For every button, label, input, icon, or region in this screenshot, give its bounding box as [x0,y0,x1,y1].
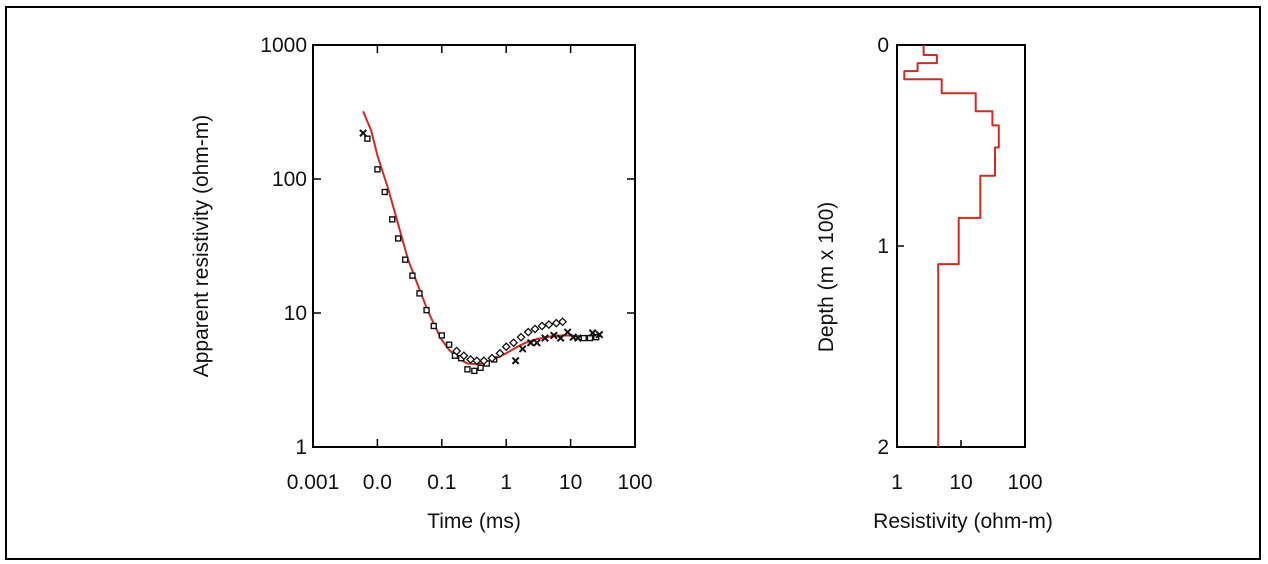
chart2-plot-area [896,44,1026,448]
chart2-y-tick-labels: 0 1 2 [877,34,889,459]
chart1-square-point [580,334,587,342]
chart1-square-point [389,216,396,223]
chart2-x-tick-label: 1 [891,471,903,494]
chart1-x-tick-label: 0.001 [287,471,340,494]
chart1-x-point [574,334,582,342]
chart1-diamond-point [459,351,469,361]
chart1-x-point [563,328,572,337]
chart2-layer-step-line [903,45,1000,447]
chart1-square-point [416,290,423,297]
chart1-square-point [409,272,416,279]
chart1-x-tick-label: 10 [559,471,582,494]
chart1-data-points [359,129,604,375]
chart1-diamond-point [495,348,505,358]
chart1-square-point [394,235,402,242]
chart1-square-point [374,166,381,173]
chart1-diamond-point [558,317,568,327]
chart1-x-axis-title: Time (ms) [427,510,521,533]
chart1-x-point [556,334,565,342]
chart1-diamond-point [537,321,547,331]
chart1-x-point [541,334,549,342]
chart1-diamond-point [530,324,540,334]
chart2-x-tick-label: 100 [1007,471,1042,494]
chart1-square-point [445,341,453,348]
chart2-y-tick-label: 2 [877,436,889,459]
chart1-x-point [511,356,520,365]
chart1-x-point [533,338,541,347]
chart1-diamond-point [544,320,554,330]
chart1-x-point [359,129,368,138]
chart1-square-point [423,306,430,314]
chart1-x-tick-label: 0.0 [363,471,392,494]
chart1-x-tick-label: 0.1 [427,471,456,494]
chart1-x-tick-labels: 0.001 0.0 0.1 1 10 100 [287,471,653,494]
chart1-diamond-point [516,332,526,342]
chart1-diamond-point [472,356,482,366]
apparent-resistivity-chart: 0.001 0.0 0.1 1 10 100 1 10 100 1000 Time (ms) A… [190,34,653,533]
chart1-x-point [526,338,535,347]
chart2-x-tick-label: 10 [949,471,972,494]
chart2-ticks [896,44,1026,448]
chart1-x-point [588,329,597,337]
figure-frame [5,6,1261,560]
chart1-x-point [518,344,527,353]
chart1-diamond-point [479,356,489,366]
chart2-y-tick-label: 1 [877,235,889,258]
chart1-y-tick-label: 1 [295,436,307,459]
resistivity-depth-chart: 1 10 100 012 Resistivity (ohm-m) Depth (m … [815,34,1053,533]
chart1-diamond-point [509,338,519,348]
chart2-x-tick-labels: 1 10 100 [891,471,1042,494]
chart1-square-point [477,364,484,371]
chart1-x-point [595,330,604,339]
chart1-y-axis-title: Apparent resistivity (ohm-m) [190,115,213,378]
chart2-layer-model [903,45,1000,447]
chart1-diamond-point [501,342,511,352]
chart1-diamond-point [551,318,561,328]
chart1-square-point [464,366,471,373]
chart1-square-point [438,332,445,339]
chart1-diamond-point [487,353,497,363]
chart2-y-axis-title: Depth (m x 100) [815,202,838,353]
chart1-y-tick-labels: 1 10 100 1000 [260,34,307,459]
chart1-square-point [430,322,437,330]
chart1-x-tick-label: 1 [500,471,512,494]
chart1-diamond-point [523,327,533,337]
chart1-y-tick-label: 10 [284,302,307,325]
chart1-x-tick-label: 100 [617,471,652,494]
chart2-y-tick-label: 0 [877,34,889,57]
chart1-x-point [549,331,558,340]
chart1-diamond-point [452,346,462,356]
chart1-plot-area [312,44,636,448]
chart1-square-point [401,256,409,263]
chart1-ticks [312,44,636,448]
chart1-square-point [381,188,388,196]
chart1-diamond-point [466,354,476,364]
chart1-square-point [364,135,371,142]
chart2-x-axis-title: Resistivity (ohm-m) [873,510,1053,533]
chart1-square-point [471,367,478,375]
chart1-y-tick-label: 1000 [260,34,307,57]
chart1-y-tick-label: 100 [272,168,307,191]
